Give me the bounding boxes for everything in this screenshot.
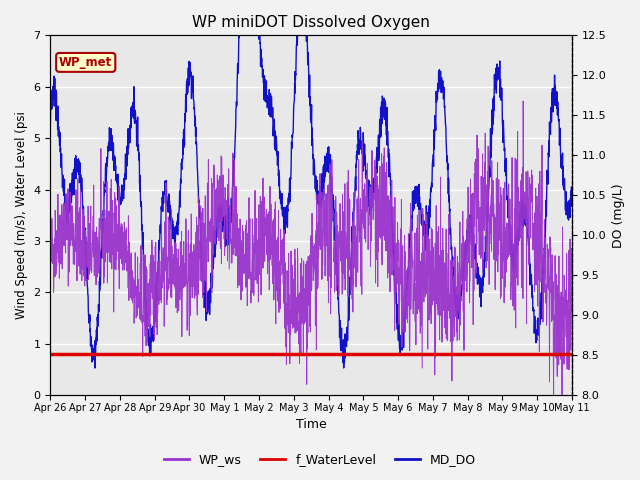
X-axis label: Time: Time [296,419,326,432]
Text: WP_met: WP_met [59,56,113,69]
Y-axis label: DO (mg/L): DO (mg/L) [612,183,625,248]
Y-axis label: Wind Speed (m/s), Water Level (psi: Wind Speed (m/s), Water Level (psi [15,111,28,319]
Title: WP miniDOT Dissolved Oxygen: WP miniDOT Dissolved Oxygen [192,15,430,30]
Legend: WP_ws, f_WaterLevel, MD_DO: WP_ws, f_WaterLevel, MD_DO [159,448,481,471]
